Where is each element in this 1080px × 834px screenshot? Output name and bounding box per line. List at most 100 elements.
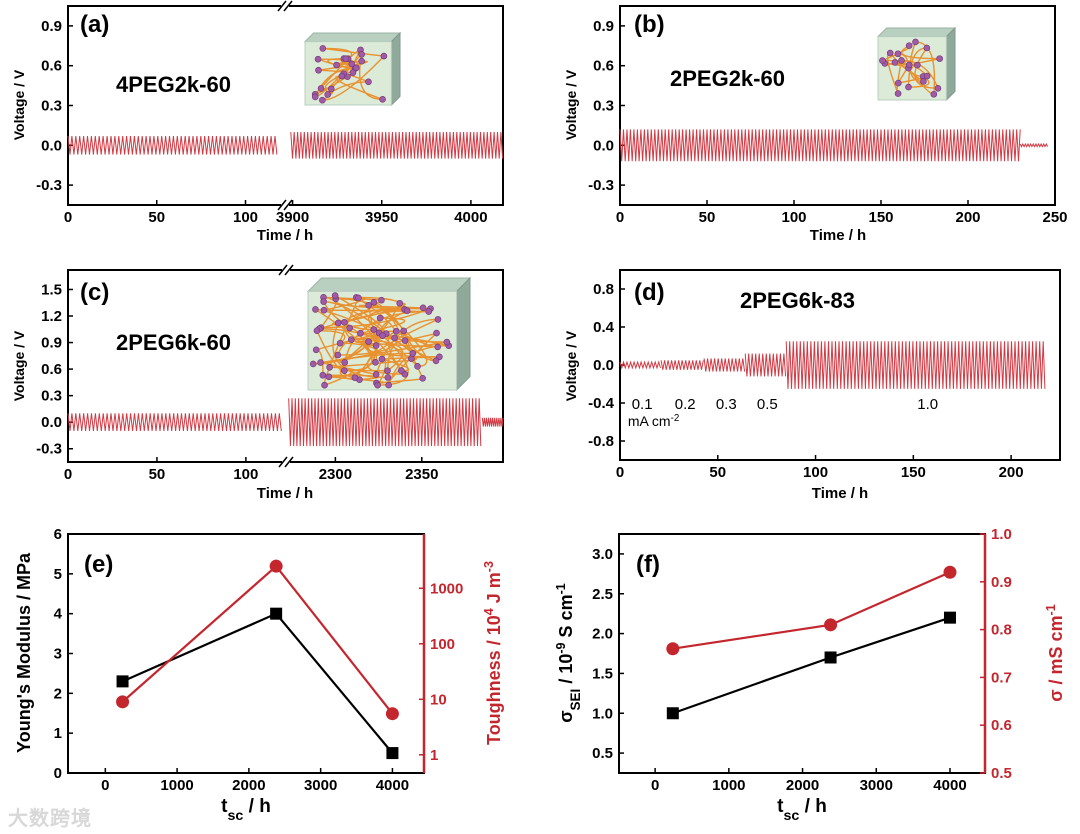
polymer-node [419,304,427,312]
series-line [672,616,951,715]
x-axis-label: tsc / h [221,796,271,824]
data-point-square [270,607,283,620]
polymer-node [357,329,364,337]
x-tick-label: 4000 [454,209,487,226]
polymer-node [905,83,912,91]
polymer-node [898,57,905,64]
x-axis-label: Time / h [810,227,866,244]
y-tick-label: 0.0 [593,357,614,374]
polymer-node [434,316,442,323]
label-part: Young's Modulus / MPa [14,552,34,753]
y-right-axis-label: σ / mS cm-1 [1044,604,1066,702]
polymer-node [348,60,356,68]
polymer-node [321,381,328,389]
polymer-chain [335,75,383,100]
label-part: Toughness / 10 [484,615,504,745]
polymer-chain [320,317,381,364]
axis-break-gap [282,267,290,273]
polymer-network-inset [306,276,472,392]
y-axis-label: Voltage / V [563,330,579,401]
polymer-node [384,374,392,381]
polymer-node [365,78,372,86]
polymer-node [365,302,373,309]
polymer-node [372,342,380,349]
label-part: S cm [556,594,576,642]
y-tick-label: -0.3 [36,441,62,458]
polymer-node [336,339,344,347]
polymer-node [317,85,325,92]
y-tick-label: 0.9 [593,18,614,35]
polymer-node [327,85,335,93]
y-tick-label: 3 [54,646,62,663]
voltage-trace-segment [744,353,787,377]
panel-label: (f) [636,551,660,578]
label-part: SEI [568,689,583,711]
panel-label: (d) [634,279,665,306]
x-axis-label: Time / h [257,485,313,502]
x-tick-label: 200 [955,209,980,226]
data-point-circle [116,695,130,709]
voltage-trace-segment [290,131,504,159]
x-axis-label: tsc / h [777,796,827,824]
polymer-node [879,57,886,64]
polymer-node [372,359,379,366]
polymer-node [338,72,346,80]
data-point-circle [943,565,957,579]
plot-frame [619,5,1056,206]
x-tick-label: 0 [64,209,72,226]
voltage-trace-segment [785,341,1046,389]
y-tick-label: 0.5 [592,745,613,762]
polymer-node [313,327,321,334]
y-tick-label: 1 [54,725,62,742]
axis-break-mark [277,199,287,211]
x-tick-label: 100 [781,209,806,226]
panel-label: (e) [84,551,113,578]
polymer-node [331,292,339,299]
polymer-node [434,343,441,351]
inset-side-face [945,26,956,102]
data-point-circle [666,642,680,656]
polymer-node [352,64,360,72]
plot-frame [67,5,504,206]
polymer-node [914,61,921,69]
polymer-node [432,357,440,365]
label-part: -3 [482,561,496,572]
label-part: sc [784,808,800,824]
sample-name: 2PEG6k-60 [116,330,231,355]
polymer-node [370,326,378,333]
polymer-node [365,338,372,345]
polymer-node [315,66,322,74]
inset-top-face [303,32,402,43]
y-tick-label: 0.3 [41,98,62,115]
y-right-axis-label: Toughness / 104 J m-3 [482,561,504,745]
polymer-node [433,329,440,337]
polymer-node [346,324,353,332]
polymer-node [341,367,348,374]
panel-label: (b) [634,11,665,38]
axis-break-mark [284,264,294,276]
label-part: t [221,796,228,817]
polymer-node [936,55,943,62]
voltage-trace-segment [288,398,482,447]
polymer-node [342,55,350,63]
sample-name: 2PEG6k-83 [740,288,855,313]
y-right-tick-label: 100 [430,636,455,653]
polymer-node [385,381,392,389]
x-axis-label: Time / h [257,227,313,244]
inset-top-face [876,27,957,38]
x-tick-label: 50 [699,209,716,226]
current-density-label: 1.0 [917,396,938,413]
polymer-node [311,93,319,101]
polymer-node [934,84,942,92]
x-tick-label: 150 [868,209,893,226]
y-tick-label: 0.0 [593,137,614,154]
polymer-node [380,52,388,60]
polymer-node [319,371,327,379]
watermark-logo: 大数跨境 [8,806,92,830]
y-tick-label: 0.3 [593,98,614,115]
x-tick-label: 0 [616,464,624,481]
axis-break-gap [282,459,290,465]
polymer-node [358,57,365,65]
polymer-node [334,351,342,359]
y-tick-label: 6 [54,526,62,543]
